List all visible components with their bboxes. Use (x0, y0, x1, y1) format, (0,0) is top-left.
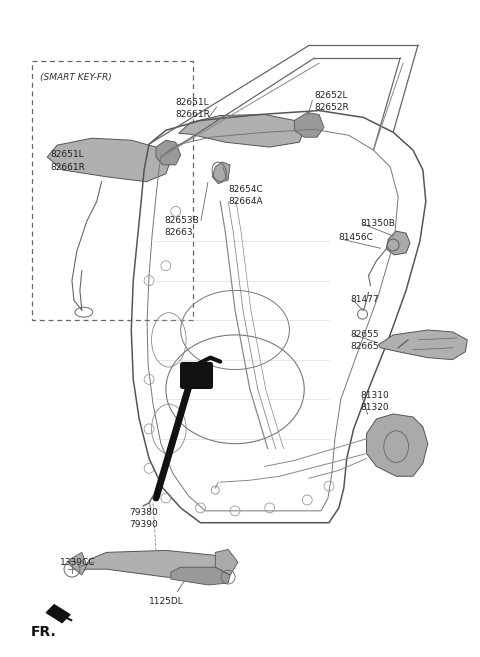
Text: 1339CC: 1339CC (60, 558, 96, 567)
Polygon shape (171, 567, 230, 585)
Polygon shape (378, 330, 468, 359)
Text: 82652R: 82652R (314, 102, 349, 112)
Polygon shape (47, 138, 171, 182)
Text: 82665: 82665 (351, 342, 379, 351)
Polygon shape (179, 114, 304, 147)
Polygon shape (156, 140, 180, 165)
Text: (SMART KEY-FR): (SMART KEY-FR) (40, 73, 112, 82)
Polygon shape (294, 112, 324, 137)
Text: 79380: 79380 (129, 508, 158, 517)
FancyBboxPatch shape (180, 363, 212, 388)
Text: 82664A: 82664A (228, 196, 263, 206)
Text: 82653B: 82653B (164, 216, 199, 225)
Text: 82652L: 82652L (314, 91, 348, 100)
Polygon shape (82, 551, 225, 579)
Text: 1125DL: 1125DL (149, 597, 184, 606)
Polygon shape (70, 553, 87, 575)
Polygon shape (216, 549, 238, 575)
Text: 82663: 82663 (164, 228, 192, 237)
Text: 81456C: 81456C (339, 233, 374, 242)
Polygon shape (367, 414, 428, 476)
Text: 82655: 82655 (351, 330, 379, 339)
Text: 82651L: 82651L (176, 98, 209, 106)
Text: 82651L: 82651L (50, 150, 84, 159)
Text: 81350B: 81350B (360, 219, 396, 228)
Polygon shape (46, 604, 70, 623)
Text: 81477: 81477 (351, 296, 379, 304)
Polygon shape (386, 231, 410, 255)
Text: 82654C: 82654C (228, 185, 263, 194)
Text: FR.: FR. (30, 625, 56, 639)
Text: 81320: 81320 (360, 403, 389, 412)
Text: 82661R: 82661R (176, 110, 211, 118)
Text: 79390: 79390 (129, 520, 158, 529)
Polygon shape (212, 162, 230, 184)
Text: 81310: 81310 (360, 392, 389, 400)
Text: 82661R: 82661R (50, 163, 85, 172)
